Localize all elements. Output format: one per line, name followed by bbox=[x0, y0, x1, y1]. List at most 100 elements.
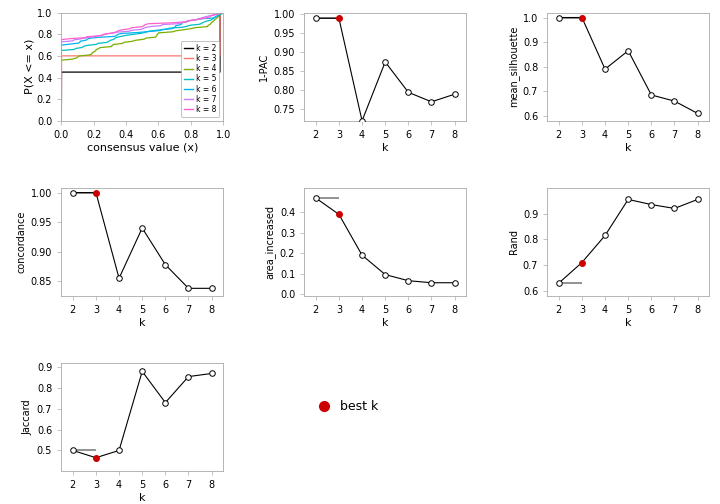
k = 8 bbox=[191, 17, 199, 23]
k = 4 bbox=[57, 118, 66, 124]
k = 5 bbox=[79, 43, 88, 49]
Y-axis label: Rand: Rand bbox=[508, 229, 518, 255]
k = 7 bbox=[125, 28, 133, 34]
k = 5 bbox=[94, 40, 102, 46]
Line: k = 8: k = 8 bbox=[61, 13, 223, 121]
k = 3 bbox=[216, 10, 225, 16]
k = 7 bbox=[107, 30, 116, 36]
X-axis label: k: k bbox=[625, 143, 631, 153]
k = 4 bbox=[91, 48, 100, 54]
k = 7 bbox=[147, 24, 156, 30]
k = 5 bbox=[110, 35, 119, 41]
k = 6 bbox=[117, 30, 126, 36]
k = 6 bbox=[110, 33, 119, 39]
k = 2 bbox=[216, 69, 225, 75]
k = 5 bbox=[57, 118, 66, 124]
k = 4 bbox=[206, 22, 215, 28]
k = 6 bbox=[178, 20, 186, 26]
k = 8 bbox=[205, 14, 214, 20]
k = 7 bbox=[141, 24, 150, 30]
k = 6 bbox=[219, 10, 228, 16]
k = 6 bbox=[177, 21, 186, 27]
k = 6 bbox=[134, 29, 143, 35]
k = 4 bbox=[109, 41, 118, 47]
k = 7 bbox=[92, 33, 101, 39]
k = 3 bbox=[57, 53, 66, 59]
k = 5 bbox=[122, 32, 130, 38]
k = 4 bbox=[153, 31, 162, 37]
k = 8 bbox=[140, 22, 149, 28]
k = 8 bbox=[127, 25, 136, 31]
k = 5 bbox=[78, 44, 86, 50]
k = 5 bbox=[186, 22, 194, 28]
k = 4 bbox=[88, 50, 96, 56]
k = 6 bbox=[113, 31, 122, 37]
k = 4 bbox=[57, 57, 66, 63]
k = 5 bbox=[178, 24, 186, 30]
k = 4 bbox=[140, 36, 148, 42]
k = 4 bbox=[120, 39, 128, 45]
Line: k = 4: k = 4 bbox=[61, 13, 223, 121]
k = 5 bbox=[129, 31, 138, 37]
k = 8 bbox=[102, 31, 110, 37]
k = 5 bbox=[106, 37, 114, 43]
k = 7 bbox=[127, 27, 136, 33]
k = 5 bbox=[141, 29, 150, 35]
k = 7 bbox=[70, 37, 78, 43]
k = 4 bbox=[107, 43, 116, 49]
k = 4 bbox=[153, 32, 161, 38]
k = 7 bbox=[158, 23, 166, 29]
k = 7 bbox=[158, 22, 166, 28]
Line: k = 6: k = 6 bbox=[61, 13, 223, 121]
k = 5 bbox=[202, 18, 210, 24]
k = 6 bbox=[171, 24, 180, 30]
Y-axis label: P(X <= x): P(X <= x) bbox=[24, 39, 34, 94]
k = 8 bbox=[219, 10, 228, 16]
k = 5 bbox=[145, 28, 153, 34]
k = 8 bbox=[126, 26, 135, 32]
k = 5 bbox=[83, 42, 91, 48]
X-axis label: consensus value (x): consensus value (x) bbox=[86, 143, 198, 153]
k = 5 bbox=[219, 10, 228, 16]
k = 6 bbox=[144, 29, 153, 35]
k = 5 bbox=[103, 39, 112, 45]
k = 7 bbox=[197, 15, 206, 21]
k = 6 bbox=[219, 10, 228, 16]
k = 5 bbox=[71, 45, 80, 51]
k = 5 bbox=[195, 21, 204, 27]
k = 7 bbox=[57, 39, 66, 45]
k = 5 bbox=[138, 30, 146, 36]
k = 4 bbox=[151, 34, 160, 40]
k = 4 bbox=[192, 25, 200, 31]
k = 7 bbox=[219, 10, 228, 16]
k = 8 bbox=[118, 27, 127, 33]
k = 5 bbox=[70, 46, 78, 52]
Line: k = 5: k = 5 bbox=[61, 13, 223, 121]
k = 6 bbox=[76, 39, 84, 45]
k = 4 bbox=[90, 49, 99, 55]
k = 3 bbox=[57, 118, 66, 124]
k = 2 bbox=[57, 118, 66, 124]
Y-axis label: mean_silhouette: mean_silhouette bbox=[508, 26, 518, 107]
k = 4 bbox=[88, 51, 96, 57]
k = 6 bbox=[112, 32, 121, 38]
k = 8 bbox=[81, 35, 90, 41]
k = 7 bbox=[111, 29, 120, 35]
k = 2 bbox=[219, 10, 228, 16]
Y-axis label: Jaccard: Jaccard bbox=[22, 399, 32, 435]
k = 8 bbox=[138, 24, 146, 30]
k = 7 bbox=[182, 19, 191, 25]
k = 4 bbox=[74, 53, 83, 59]
k = 5 bbox=[219, 10, 228, 16]
k = 6 bbox=[169, 25, 178, 31]
k = 6 bbox=[168, 26, 176, 32]
k = 4 bbox=[219, 10, 228, 16]
k = 5 bbox=[183, 23, 192, 29]
k = 8 bbox=[66, 36, 75, 42]
k = 8 bbox=[112, 30, 120, 36]
k = 8 bbox=[114, 28, 123, 34]
k = 7 bbox=[57, 118, 66, 124]
k = 7 bbox=[137, 26, 145, 32]
k = 6 bbox=[158, 27, 166, 33]
k = 4 bbox=[154, 30, 163, 36]
